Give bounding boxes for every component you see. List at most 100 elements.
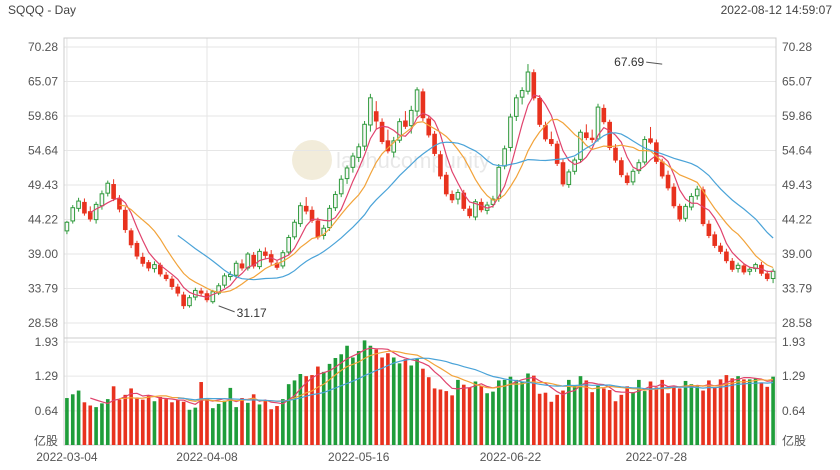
volume-bar bbox=[304, 376, 309, 445]
volume-bar bbox=[596, 385, 600, 445]
volume-bar bbox=[117, 399, 122, 445]
candlestick bbox=[128, 228, 134, 249]
candlestick bbox=[280, 250, 286, 269]
candle-body bbox=[403, 120, 408, 127]
candle-body bbox=[735, 264, 741, 270]
candle-body bbox=[724, 251, 729, 262]
volume-bar bbox=[514, 379, 519, 445]
volume-bar bbox=[362, 340, 367, 445]
volume-bar bbox=[736, 376, 740, 445]
volume-bar bbox=[181, 401, 186, 445]
candle-body bbox=[333, 193, 338, 209]
candle-body bbox=[531, 72, 537, 99]
candle-body bbox=[560, 162, 566, 185]
volume-bar bbox=[228, 387, 233, 445]
volume-bar bbox=[742, 379, 746, 445]
candle-body bbox=[473, 201, 478, 218]
candlestick bbox=[747, 266, 753, 276]
candle-body bbox=[496, 166, 502, 199]
volume-bar bbox=[246, 402, 250, 445]
price-tick-right: 44.22 bbox=[782, 212, 812, 226]
volume-bar bbox=[666, 393, 670, 445]
candle-body bbox=[449, 193, 455, 201]
candlestick bbox=[619, 157, 624, 178]
volume-bar bbox=[491, 391, 495, 445]
candlestick bbox=[216, 283, 221, 296]
volume-bar bbox=[286, 384, 291, 445]
axis-labels: 70.28 70.28 65.07 65.07 59.86 59.86 54.64 54.64… bbox=[28, 40, 812, 464]
candlestick bbox=[525, 64, 531, 95]
candlestick bbox=[344, 165, 350, 184]
volume-bar bbox=[520, 381, 524, 445]
candle-body bbox=[420, 91, 426, 119]
candle-body bbox=[315, 220, 321, 238]
candlestick bbox=[239, 259, 245, 271]
candle-body bbox=[99, 193, 105, 207]
volume-bar bbox=[356, 351, 361, 445]
volume-bar bbox=[345, 345, 349, 445]
candle-body bbox=[163, 274, 169, 280]
candle-body bbox=[373, 111, 379, 122]
price-tick-right: 49.43 bbox=[782, 178, 812, 192]
candle-body bbox=[111, 184, 116, 199]
candle-body bbox=[718, 245, 723, 252]
candlestick bbox=[397, 118, 402, 143]
volume-tick-right: 1.29 bbox=[782, 369, 806, 383]
volume-bar bbox=[234, 407, 238, 445]
candle-body bbox=[729, 260, 735, 270]
candle-body bbox=[671, 186, 677, 207]
candlestick bbox=[122, 207, 128, 233]
volume-bar bbox=[473, 381, 478, 445]
volume-bar bbox=[222, 400, 227, 445]
volume-bar bbox=[199, 382, 203, 445]
candle-body bbox=[513, 97, 519, 117]
candlestick bbox=[566, 169, 572, 188]
candle-body bbox=[537, 97, 542, 125]
volume-bar bbox=[158, 396, 163, 445]
price-tick-left: 65.07 bbox=[28, 74, 58, 88]
price-tick-left: 54.64 bbox=[28, 144, 58, 158]
candlestick bbox=[636, 159, 642, 174]
volume-bar bbox=[240, 398, 244, 445]
candle-body bbox=[630, 170, 636, 183]
volume-ma20-line bbox=[177, 357, 774, 402]
moving-averages bbox=[89, 94, 774, 405]
candlestick bbox=[274, 259, 280, 270]
candlestick bbox=[741, 263, 747, 275]
candlestick bbox=[198, 287, 204, 297]
chart-frame bbox=[63, 37, 777, 446]
volume-bar bbox=[327, 363, 332, 445]
candlestick bbox=[624, 172, 630, 186]
candlestick bbox=[134, 240, 140, 260]
candlestick bbox=[233, 260, 239, 279]
volume-bar bbox=[689, 384, 694, 445]
candle-body bbox=[770, 270, 776, 280]
volume-bar bbox=[508, 376, 513, 445]
volume-bar bbox=[602, 388, 606, 445]
candle-body bbox=[467, 208, 472, 217]
candle-body bbox=[128, 230, 134, 246]
price-ma5-line bbox=[89, 94, 774, 298]
candlestick bbox=[432, 130, 437, 157]
volume-bar bbox=[438, 389, 443, 445]
volume-bar bbox=[269, 409, 273, 445]
candlestick bbox=[735, 262, 741, 273]
candlestick bbox=[508, 113, 513, 152]
volume-bar bbox=[140, 399, 145, 445]
candlestick bbox=[82, 198, 87, 216]
price-tick-left: 28.58 bbox=[28, 316, 58, 330]
candlestick bbox=[729, 258, 735, 272]
volume-bar bbox=[683, 380, 688, 445]
candlestick bbox=[222, 273, 227, 288]
candle-body bbox=[397, 121, 402, 141]
volume-bar bbox=[625, 386, 629, 445]
candlestick bbox=[630, 168, 636, 186]
volume-bar bbox=[759, 382, 764, 445]
candle-body bbox=[443, 174, 449, 195]
volume-bar bbox=[450, 395, 454, 445]
volume-bar bbox=[730, 378, 735, 445]
volume-bar bbox=[135, 397, 139, 445]
candlestick bbox=[373, 101, 379, 129]
candlestick bbox=[350, 152, 356, 173]
candle-body bbox=[659, 161, 665, 177]
